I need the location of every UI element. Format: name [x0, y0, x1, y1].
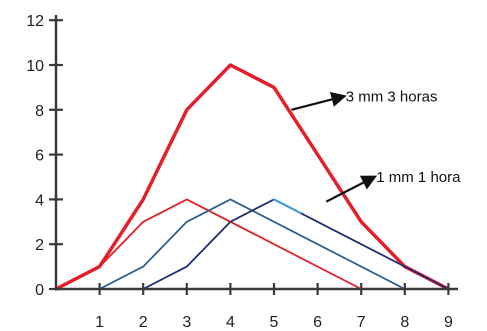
x-tick-label-6: 6 — [313, 314, 322, 331]
y-tick-label-8: 8 — [35, 103, 44, 120]
series-line-1 — [54, 63, 451, 291]
series-layer — [54, 63, 451, 291]
series-line-2 — [55, 198, 363, 290]
x-tick-label-3: 3 — [182, 314, 191, 331]
series-line-3 — [98, 198, 406, 290]
annotation-label-1: 3 mm 3 horas — [346, 88, 438, 105]
y-tick-label-2: 2 — [35, 237, 44, 254]
x-tick-label-1: 1 — [95, 314, 104, 331]
annotation-arrow-2 — [325, 175, 378, 203]
annotation-arrow-1 — [291, 91, 347, 111]
y-tick-label-12: 12 — [26, 13, 44, 30]
y-tick-label-4: 4 — [35, 192, 44, 209]
series-line-5 — [273, 198, 302, 214]
series-line-4 — [142, 198, 450, 290]
x-tick-label-7: 7 — [357, 314, 366, 331]
x-tick-label-4: 4 — [226, 314, 235, 331]
y-tick-label-6: 6 — [35, 148, 44, 165]
x-tick-label-2: 2 — [139, 314, 148, 331]
annotation-label-2: 1 mm 1 hora — [376, 169, 461, 186]
x-tick-label-8: 8 — [400, 314, 409, 331]
y-tick-label-0: 0 — [35, 282, 44, 299]
x-tick-label-5: 5 — [270, 314, 279, 331]
y-tick-label-10: 10 — [26, 58, 44, 75]
x-tick-label-9: 9 — [444, 314, 453, 331]
annotation-layer: 3 mm 3 horas 1 mm 1 hora — [291, 88, 461, 203]
